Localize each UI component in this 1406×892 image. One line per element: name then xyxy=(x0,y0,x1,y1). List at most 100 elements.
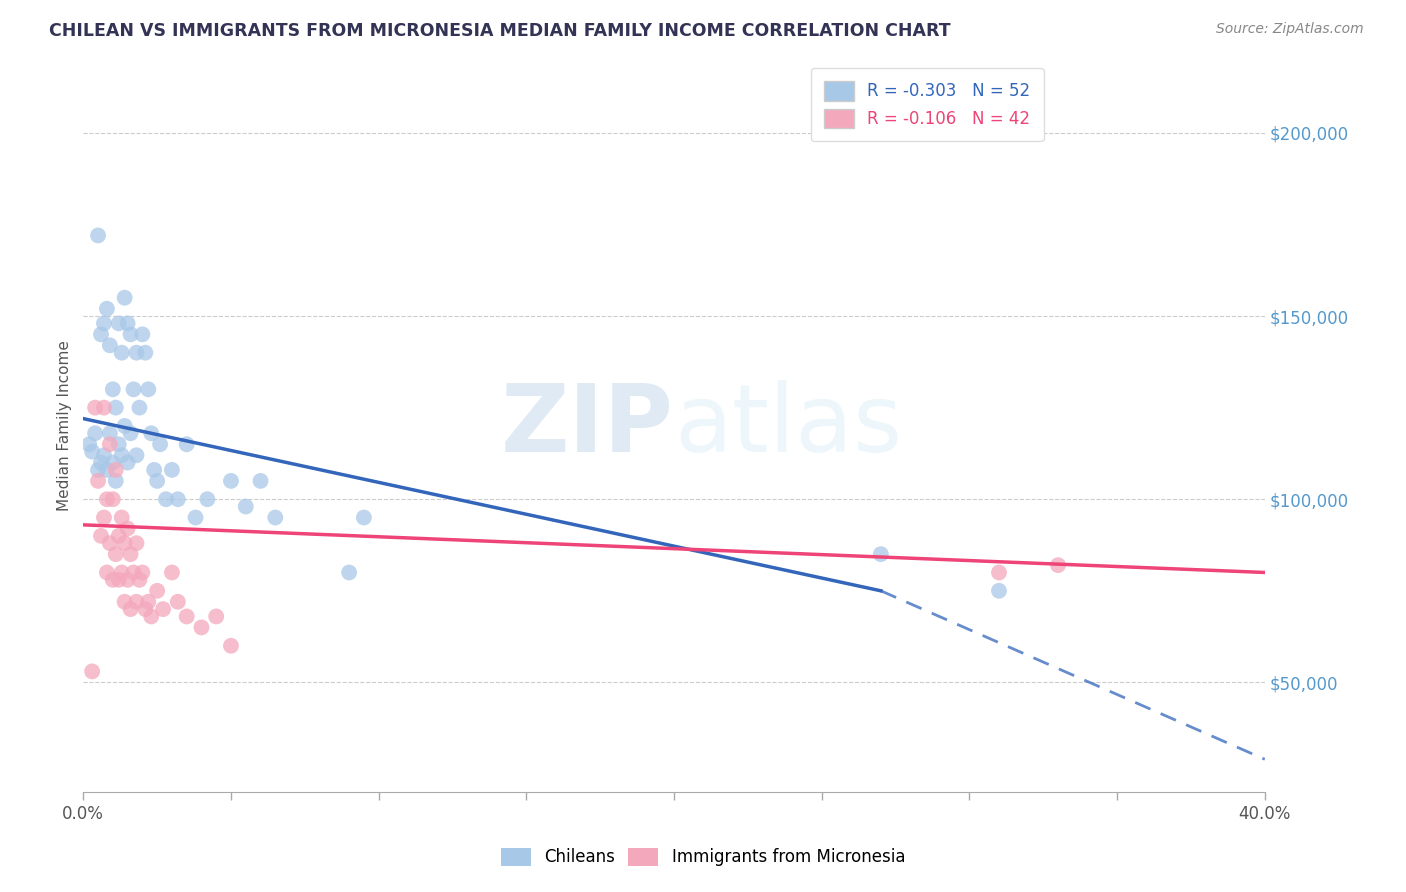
Point xyxy=(128,401,150,415)
Point xyxy=(98,437,121,451)
Point xyxy=(149,437,172,451)
Text: atlas: atlas xyxy=(673,380,903,472)
Point xyxy=(111,345,134,359)
Point xyxy=(117,573,139,587)
Point xyxy=(90,456,112,470)
Point xyxy=(219,474,242,488)
Point xyxy=(117,456,139,470)
Point xyxy=(96,492,118,507)
Point xyxy=(136,382,159,396)
Text: Source: ZipAtlas.com: Source: ZipAtlas.com xyxy=(1216,22,1364,37)
Point xyxy=(117,317,139,331)
Point xyxy=(195,492,218,507)
Point xyxy=(184,510,207,524)
Point xyxy=(82,665,104,679)
Point xyxy=(131,566,153,580)
Point xyxy=(190,620,212,634)
Point xyxy=(128,573,150,587)
Point xyxy=(114,536,136,550)
Point xyxy=(93,317,115,331)
Point xyxy=(249,474,271,488)
Point xyxy=(96,463,118,477)
Point xyxy=(104,401,127,415)
Point xyxy=(134,602,156,616)
Point xyxy=(125,595,148,609)
Point xyxy=(114,595,136,609)
Point xyxy=(111,510,134,524)
Point xyxy=(176,437,198,451)
Point xyxy=(264,510,287,524)
Point xyxy=(122,566,145,580)
Point xyxy=(353,510,375,524)
Point xyxy=(87,228,110,243)
Point xyxy=(87,474,110,488)
Point xyxy=(107,573,129,587)
Point xyxy=(111,566,134,580)
Point xyxy=(337,566,360,580)
Point xyxy=(146,583,169,598)
Point xyxy=(117,522,139,536)
Point xyxy=(141,609,163,624)
Point xyxy=(82,444,104,458)
Point xyxy=(114,291,136,305)
Point xyxy=(101,492,124,507)
Point xyxy=(120,426,142,441)
Point xyxy=(125,345,148,359)
Point xyxy=(98,536,121,550)
Legend: R = -0.303   N = 52, R = -0.106   N = 42: R = -0.303 N = 52, R = -0.106 N = 42 xyxy=(811,68,1043,142)
Point xyxy=(107,437,129,451)
Point xyxy=(143,463,166,477)
Point xyxy=(107,317,129,331)
Point xyxy=(93,448,115,462)
Y-axis label: Median Family Income: Median Family Income xyxy=(58,341,72,511)
Point xyxy=(125,448,148,462)
Point xyxy=(104,474,127,488)
Text: ZIP: ZIP xyxy=(501,380,673,472)
Point xyxy=(219,639,242,653)
Point xyxy=(134,345,156,359)
Point xyxy=(96,301,118,316)
Point xyxy=(96,566,118,580)
Point xyxy=(104,547,127,561)
Point xyxy=(160,566,183,580)
Point xyxy=(1047,558,1070,573)
Point xyxy=(101,456,124,470)
Point xyxy=(869,547,891,561)
Point xyxy=(120,547,142,561)
Point xyxy=(152,602,174,616)
Point xyxy=(141,426,163,441)
Point xyxy=(101,382,124,396)
Point xyxy=(98,426,121,441)
Point xyxy=(155,492,177,507)
Point xyxy=(146,474,169,488)
Point xyxy=(166,595,188,609)
Point xyxy=(90,529,112,543)
Point xyxy=(87,463,110,477)
Point xyxy=(136,595,159,609)
Point xyxy=(131,327,153,342)
Point xyxy=(120,327,142,342)
Point xyxy=(160,463,183,477)
Point xyxy=(90,327,112,342)
Text: CHILEAN VS IMMIGRANTS FROM MICRONESIA MEDIAN FAMILY INCOME CORRELATION CHART: CHILEAN VS IMMIGRANTS FROM MICRONESIA ME… xyxy=(49,22,950,40)
Point xyxy=(93,401,115,415)
Point xyxy=(93,510,115,524)
Point xyxy=(166,492,188,507)
Point xyxy=(77,437,100,451)
Point xyxy=(101,573,124,587)
Point xyxy=(114,419,136,434)
Point xyxy=(205,609,228,624)
Point xyxy=(104,463,127,477)
Point xyxy=(122,382,145,396)
Point xyxy=(125,536,148,550)
Point xyxy=(235,500,257,514)
Legend: Chileans, Immigrants from Micronesia: Chileans, Immigrants from Micronesia xyxy=(492,839,914,875)
Point xyxy=(176,609,198,624)
Point xyxy=(111,448,134,462)
Point xyxy=(98,338,121,352)
Point xyxy=(84,401,107,415)
Point xyxy=(120,602,142,616)
Point xyxy=(107,529,129,543)
Point xyxy=(988,583,1011,598)
Point xyxy=(84,426,107,441)
